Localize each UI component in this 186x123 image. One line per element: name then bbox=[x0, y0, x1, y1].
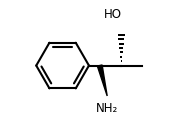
Text: NH₂: NH₂ bbox=[96, 102, 118, 115]
Polygon shape bbox=[97, 65, 107, 96]
Text: HO: HO bbox=[104, 8, 122, 21]
